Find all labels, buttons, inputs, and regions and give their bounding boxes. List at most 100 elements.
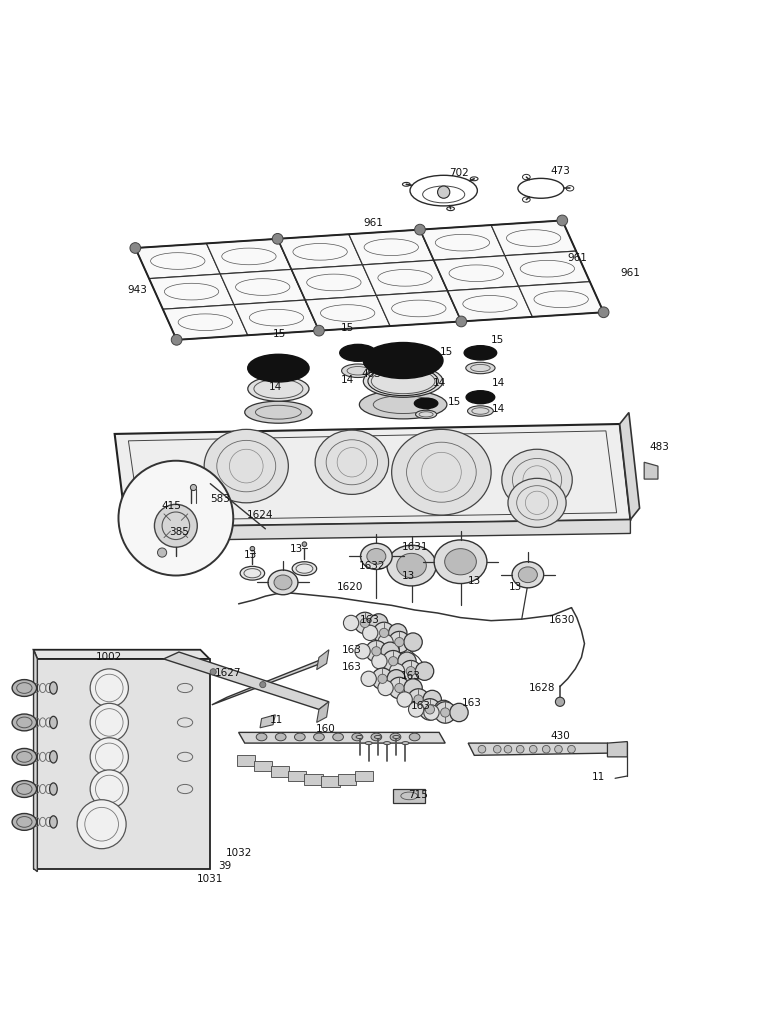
Circle shape [441, 708, 450, 717]
Circle shape [260, 682, 266, 688]
Polygon shape [164, 652, 329, 710]
Text: 583: 583 [210, 494, 230, 504]
Text: 13: 13 [402, 570, 415, 581]
Polygon shape [207, 239, 291, 274]
Polygon shape [260, 715, 276, 728]
Polygon shape [163, 304, 248, 340]
Ellipse shape [50, 682, 58, 694]
Ellipse shape [248, 377, 309, 401]
Polygon shape [234, 300, 319, 335]
Circle shape [419, 698, 441, 720]
Text: 13: 13 [290, 544, 303, 554]
Ellipse shape [415, 398, 438, 409]
Circle shape [90, 737, 128, 776]
Circle shape [542, 745, 550, 753]
Ellipse shape [342, 364, 374, 378]
Text: 1631: 1631 [402, 542, 428, 552]
Polygon shape [254, 761, 273, 771]
Circle shape [130, 243, 141, 253]
Ellipse shape [360, 544, 392, 569]
Ellipse shape [276, 733, 286, 740]
Circle shape [381, 642, 399, 660]
Text: 385: 385 [169, 527, 189, 537]
Circle shape [171, 335, 182, 345]
Circle shape [190, 484, 197, 490]
Circle shape [478, 745, 486, 753]
Polygon shape [607, 741, 627, 757]
Circle shape [423, 690, 442, 709]
Ellipse shape [415, 411, 437, 419]
Text: 163: 163 [342, 662, 362, 672]
Ellipse shape [363, 343, 443, 379]
Circle shape [362, 626, 378, 641]
Circle shape [354, 612, 376, 634]
Ellipse shape [12, 680, 37, 696]
Text: 14: 14 [269, 382, 282, 391]
Ellipse shape [268, 570, 298, 595]
Polygon shape [316, 701, 329, 723]
Ellipse shape [50, 751, 58, 763]
Ellipse shape [512, 561, 544, 588]
Circle shape [568, 745, 575, 753]
Polygon shape [126, 519, 631, 541]
Circle shape [404, 633, 422, 651]
Text: 15: 15 [448, 397, 461, 407]
Text: 15: 15 [440, 347, 453, 357]
Ellipse shape [292, 562, 316, 575]
Text: 415: 415 [161, 501, 181, 511]
Circle shape [372, 668, 393, 689]
Ellipse shape [12, 813, 37, 830]
Ellipse shape [468, 406, 493, 416]
Circle shape [395, 638, 404, 647]
Polygon shape [491, 220, 576, 256]
Ellipse shape [409, 733, 420, 740]
Text: 715: 715 [409, 791, 429, 800]
Circle shape [379, 629, 389, 638]
Circle shape [389, 664, 405, 679]
Circle shape [409, 701, 424, 717]
Circle shape [273, 233, 283, 244]
Ellipse shape [12, 714, 37, 731]
Ellipse shape [352, 733, 362, 740]
Polygon shape [237, 756, 256, 766]
Ellipse shape [356, 735, 363, 738]
Polygon shape [505, 251, 590, 287]
Polygon shape [355, 771, 373, 781]
Ellipse shape [50, 783, 58, 795]
Ellipse shape [392, 429, 491, 515]
Circle shape [425, 705, 435, 714]
Ellipse shape [12, 749, 37, 765]
Ellipse shape [50, 717, 58, 728]
Text: 15: 15 [491, 335, 504, 345]
Polygon shape [278, 234, 362, 269]
Circle shape [210, 669, 217, 675]
Circle shape [389, 677, 410, 698]
Circle shape [343, 615, 359, 631]
Ellipse shape [392, 735, 399, 738]
Polygon shape [304, 774, 323, 785]
Circle shape [395, 683, 404, 692]
Text: 1031: 1031 [197, 874, 223, 885]
Text: 483: 483 [362, 370, 382, 379]
Text: 961: 961 [567, 253, 587, 263]
Text: 961: 961 [621, 268, 641, 279]
Circle shape [372, 647, 381, 655]
Text: 160: 160 [316, 724, 336, 734]
Ellipse shape [465, 362, 495, 374]
Ellipse shape [248, 354, 309, 382]
Text: 430: 430 [550, 731, 570, 741]
Circle shape [404, 679, 422, 697]
Circle shape [415, 662, 434, 680]
Text: 163: 163 [401, 671, 421, 681]
Ellipse shape [402, 741, 409, 744]
Ellipse shape [339, 344, 376, 361]
Circle shape [435, 701, 456, 723]
Ellipse shape [371, 733, 382, 740]
Circle shape [387, 670, 406, 688]
Circle shape [378, 680, 393, 695]
Ellipse shape [387, 545, 436, 586]
Circle shape [554, 745, 562, 753]
Polygon shape [620, 413, 640, 519]
Circle shape [557, 215, 568, 226]
Circle shape [406, 667, 415, 676]
